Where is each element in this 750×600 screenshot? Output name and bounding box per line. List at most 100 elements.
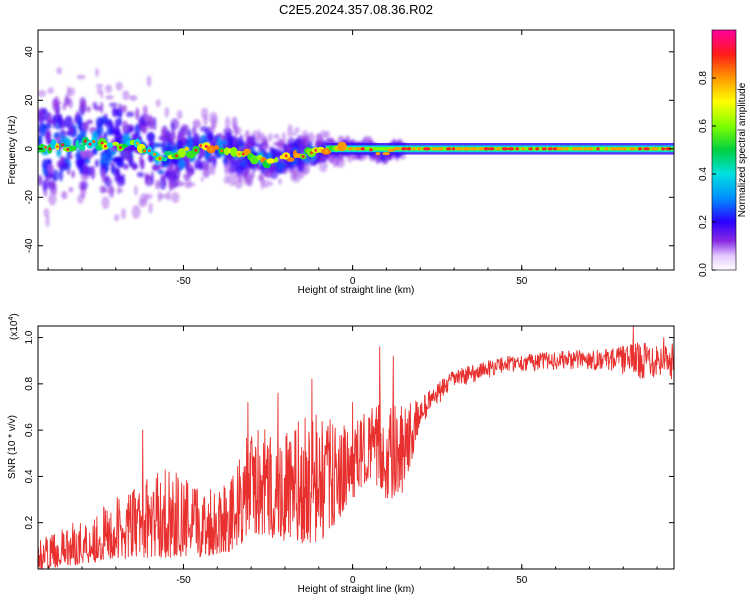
- haze-blob: [39, 124, 47, 137]
- haze-blob: [176, 110, 183, 120]
- haze-blob: [65, 138, 72, 146]
- haze-blob: [47, 87, 54, 94]
- y-tick-label: 0.6: [24, 423, 35, 437]
- haze-blob: [90, 165, 96, 180]
- haze-blob: [294, 127, 300, 133]
- ridge-peak: [88, 142, 92, 146]
- band-core: [422, 147, 431, 151]
- ridge-peak: [61, 143, 65, 147]
- band-core: [436, 147, 444, 151]
- band-core: [571, 147, 578, 151]
- haze-blob: [154, 179, 161, 190]
- haze-blob: [129, 95, 138, 101]
- ridge-peak: [324, 150, 328, 153]
- band-core: [650, 147, 659, 151]
- band-core: [661, 147, 665, 151]
- haze-blob: [186, 182, 196, 187]
- spectrogram-frame: [37, 29, 675, 271]
- ridge-peak: [92, 140, 96, 144]
- band-core: [665, 147, 672, 151]
- band-core: [406, 147, 412, 151]
- haze-blob: [362, 136, 369, 144]
- y-tick-label: 0.8: [24, 376, 35, 390]
- haze-blob: [122, 163, 129, 170]
- haze-blob: [81, 121, 89, 131]
- haze-blob: [278, 178, 282, 185]
- ridge-peak: [43, 145, 47, 149]
- haze-blob: [111, 163, 115, 175]
- band-core: [556, 147, 564, 151]
- haze-blob: [43, 178, 50, 190]
- band-core: [462, 147, 471, 151]
- haze-blob: [38, 174, 43, 187]
- y-tick-label: 40: [24, 46, 35, 58]
- snr-panel: -50 0 50 0.2 0.4 0.6 0.8 1.0 Height of straight…: [7, 313, 675, 595]
- haze-blob: [82, 165, 90, 176]
- band-core: [609, 147, 618, 151]
- haze-blob: [207, 130, 214, 145]
- haze-blob: [45, 215, 50, 228]
- spectrogram-xlabel: Height of straight line (km): [298, 285, 415, 296]
- haze-blob: [192, 133, 201, 148]
- colorbar-tick-label: 0.4: [698, 167, 709, 181]
- haze-blob: [224, 116, 231, 130]
- haze-blob: [138, 120, 142, 130]
- snr-axes: -50 0 50 0.2 0.4 0.6 0.8 1.0: [24, 326, 674, 586]
- haze-blob: [79, 165, 84, 175]
- haze-blob: [164, 129, 171, 143]
- y-tick-label: 0.2: [24, 515, 35, 529]
- haze-blob: [235, 173, 241, 179]
- x-tick-label: -50: [176, 276, 191, 287]
- haze-blob: [162, 136, 166, 151]
- haze-blob: [243, 172, 248, 179]
- band-core: [541, 147, 547, 151]
- haze-blob: [116, 128, 121, 137]
- haze-blob: [51, 169, 59, 182]
- haze-blob: [155, 99, 161, 108]
- haze-blob: [75, 151, 82, 160]
- haze-blob: [171, 192, 180, 204]
- haze-blob: [101, 168, 106, 183]
- haze-blob: [178, 159, 186, 170]
- ridge-peak: [175, 154, 179, 158]
- haze-blob: [58, 119, 67, 129]
- snr-multiplier-base: (x10: [9, 320, 20, 340]
- haze-blob: [65, 131, 71, 136]
- spectrogram-ylabel: Frequency (Hz): [7, 116, 18, 185]
- band-core: [478, 147, 485, 151]
- band-core: [604, 147, 609, 151]
- haze-blob: [207, 157, 213, 164]
- haze-blob: [203, 115, 208, 126]
- haze-blob: [171, 141, 176, 147]
- band-core: [535, 147, 540, 151]
- haze-blob: [71, 170, 75, 179]
- haze-blob: [222, 157, 228, 165]
- y-tick-label: -40: [24, 238, 35, 253]
- haze-blob: [46, 158, 52, 165]
- haze-blob: [48, 193, 57, 206]
- y-tick-label: 20: [24, 94, 35, 106]
- haze-blob: [269, 180, 273, 187]
- haze-blob: [276, 161, 286, 170]
- haze-blob: [80, 99, 87, 113]
- narrow-band: [325, 143, 674, 156]
- haze-blob: [100, 89, 104, 99]
- x-tick-label: 0: [350, 575, 356, 586]
- ridge-blob: [106, 142, 113, 148]
- ridge-blob: [75, 139, 80, 149]
- haze-blob: [247, 137, 252, 149]
- haze-blob: [56, 67, 62, 75]
- haze-blob: [78, 119, 82, 132]
- colorbar-ticks: 0.0 0.2 0.4 0.6 0.8: [698, 71, 716, 277]
- ridge-blob: [184, 146, 189, 151]
- spectral-ridge: [38, 136, 347, 169]
- haze-blob: [337, 157, 345, 168]
- x-tick-label: 50: [516, 276, 528, 287]
- snr-multiplier-exp: 4: [8, 317, 15, 321]
- band-core: [507, 147, 515, 151]
- haze-blob: [197, 154, 202, 160]
- haze-blob: [45, 132, 52, 145]
- haze-blob: [211, 122, 215, 133]
